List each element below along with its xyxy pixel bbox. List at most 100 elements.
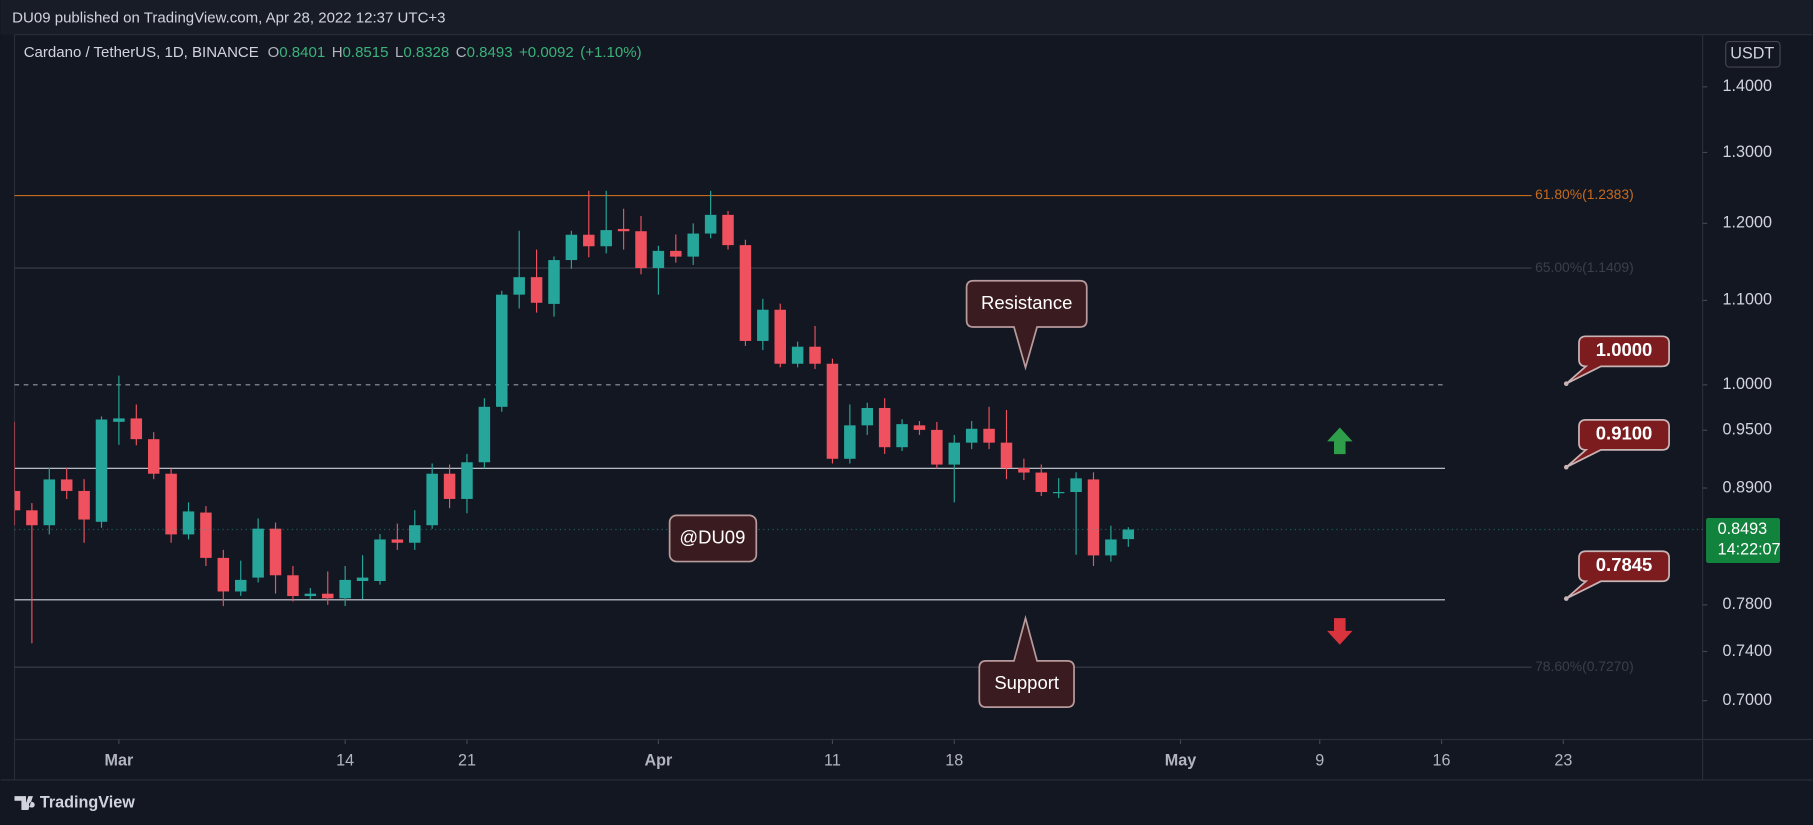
- ohlc-label: O: [268, 44, 280, 61]
- candle-body: [252, 528, 264, 578]
- level-anchor: [1563, 381, 1569, 386]
- y-tick-label: 1.3000: [1723, 143, 1772, 161]
- candle-body: [809, 346, 821, 364]
- support-label: Support: [994, 672, 1059, 693]
- top-bar: [0, 0, 1813, 35]
- up-arrow: [1327, 427, 1353, 455]
- candle-body: [391, 539, 404, 543]
- watermark: @DU09: [679, 526, 745, 547]
- candle-body: [217, 557, 230, 592]
- fib-label: 78.60%(0.7270): [1535, 658, 1634, 674]
- candle-body: [60, 479, 73, 491]
- x-tick-label: 23: [1554, 752, 1572, 770]
- symbol: Cardano / TetherUS, 1D, BINANCE: [24, 44, 259, 61]
- candle-body: [287, 575, 299, 597]
- candle-body: [931, 429, 943, 465]
- candle-body: [356, 577, 369, 582]
- candle-body: [443, 473, 456, 499]
- currency-box[interactable]: [1725, 41, 1781, 68]
- candle-body: [147, 439, 160, 474]
- overlay: 61.80%(1.2383) 65.00%(1.1409) 78.60%(0.727…: [1535, 186, 1670, 674]
- candle-body: [1052, 492, 1065, 494]
- candle-body: [130, 418, 143, 440]
- candle-body: [322, 593, 334, 599]
- y-tick-label: 0.9500: [1723, 421, 1772, 439]
- candle-body: [913, 425, 926, 430]
- candle-body: [339, 579, 351, 599]
- level-anchor: [1563, 596, 1569, 601]
- high-value: 0.8515: [343, 44, 389, 61]
- candle-body: [600, 230, 612, 247]
- candle-body: [165, 473, 177, 535]
- down-arrow: [1327, 618, 1353, 645]
- level-anchor: [1563, 464, 1569, 470]
- plot-area: [14, 190, 1703, 668]
- candle-body: [513, 277, 525, 295]
- candle-body: [26, 510, 38, 526]
- candle-body: [635, 231, 647, 269]
- candle-body: [704, 214, 717, 234]
- y-tick-label: 0.8900: [1723, 478, 1772, 496]
- candle-body: [583, 234, 595, 247]
- candle-body: [461, 462, 473, 499]
- candle-body: [530, 277, 543, 303]
- candle-body: [565, 234, 578, 261]
- x-tick-label: 21: [458, 752, 476, 770]
- candle-body: [617, 228, 630, 232]
- candle-body: [548, 260, 560, 304]
- candle-body: [182, 511, 195, 535]
- y-tick-label: 1.2000: [1723, 214, 1772, 232]
- candle-body: [304, 593, 317, 597]
- candle-body: [774, 309, 786, 364]
- fib-label: 61.80%(1.2383): [1535, 186, 1634, 202]
- ohlc-label: L: [395, 44, 403, 61]
- candle-body: [757, 309, 769, 341]
- panel-borders: [0, 34, 1813, 781]
- publish-header: DU09 published on TradingView.com, Apr 2…: [12, 9, 445, 26]
- level-callout: [1565, 335, 1670, 385]
- x-tick-label: Mar: [105, 752, 134, 770]
- resistance-label: Resistance: [981, 292, 1072, 313]
- y-tick-label: 1.0000: [1723, 375, 1772, 393]
- candle-body: [426, 473, 438, 526]
- level-callout: [1565, 418, 1670, 468]
- brand-logo: [14, 796, 35, 810]
- candle-body: [896, 424, 908, 448]
- footer-brand: TradingView: [40, 793, 135, 811]
- legend: Cardano / TetherUS, 1D, BINANCE O0.8401 …: [24, 44, 642, 61]
- candle-body: [670, 250, 682, 257]
- candle-body: [1035, 472, 1048, 493]
- candle-body: [948, 442, 961, 465]
- close-value: 0.8493: [467, 44, 513, 61]
- ohlc-label: C: [456, 44, 467, 61]
- candle-body: [1018, 467, 1030, 473]
- candle-body: [861, 407, 873, 426]
- candle-body: [1000, 442, 1013, 468]
- open-value: 0.8401: [279, 44, 325, 61]
- candle-body: [844, 425, 856, 459]
- currency[interactable]: USDT: [1730, 45, 1774, 63]
- candle-body: [1087, 479, 1100, 556]
- candle-body: [722, 214, 734, 246]
- change-pct: (+1.10%): [580, 44, 641, 61]
- candle-body: [113, 418, 125, 422]
- y-tick-label: 1.4000: [1723, 77, 1772, 95]
- candle-body: [478, 406, 491, 463]
- candle-body: [269, 528, 282, 576]
- y-tick-label: 0.7000: [1723, 691, 1772, 709]
- candle-body: [791, 346, 804, 364]
- candle-body: [409, 525, 421, 543]
- fib-label: 65.00%(1.1409): [1535, 259, 1634, 275]
- candle-body: [43, 479, 56, 526]
- x-tick-label: 16: [1433, 752, 1451, 770]
- low-value: 0.8328: [403, 44, 449, 61]
- level-label: 0.7845: [1596, 554, 1653, 575]
- candle-body: [1070, 478, 1082, 493]
- y-tick-label: 1.1000: [1723, 291, 1772, 309]
- support-callout: [978, 614, 1075, 709]
- ohlc-label: H: [332, 44, 343, 61]
- candle-body: [1105, 539, 1117, 556]
- y-tick-label: 0.7800: [1723, 595, 1772, 613]
